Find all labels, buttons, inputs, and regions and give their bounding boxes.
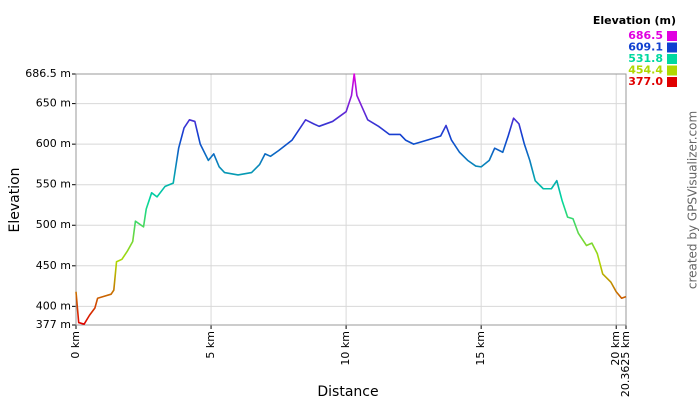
legend-label: 377.0 (628, 75, 663, 88)
x-tick-label: 10 km (339, 331, 352, 366)
credit: created by GPSVisualizer.com (686, 111, 700, 289)
x-tick-label: 20.3625 km (619, 331, 632, 397)
y-tick-label: 377 m (36, 318, 71, 331)
legend-swatch (667, 54, 677, 64)
legend-label: 531.8 (628, 52, 663, 65)
legend-title: Elevation (m) (593, 14, 676, 27)
y-tick-label: 600 m (36, 137, 71, 150)
y-tick-label: 400 m (36, 299, 71, 312)
legend-swatch (667, 42, 677, 53)
legend-label: 609.1 (628, 41, 663, 54)
legend-swatch (667, 77, 677, 87)
y-tick-label: 500 m (36, 218, 71, 231)
x-tick-label: 0 km (69, 331, 82, 359)
legend-swatch (667, 31, 677, 41)
x-tick-label: 20 km (609, 331, 622, 366)
y-axis-title: Elevation (7, 167, 23, 232)
legend-swatch (667, 65, 677, 76)
y-tick-label: 450 m (36, 259, 71, 272)
x-tick-label: 5 km (204, 331, 217, 359)
legend-label: 454.4 (628, 64, 663, 77)
x-axis-title: Distance (317, 384, 378, 400)
y-tick-label: 550 m (36, 178, 71, 191)
y-tick-label: 650 m (36, 97, 71, 110)
x-tick-label: 15 km (474, 331, 487, 366)
y-tick-label: 686.5 m (25, 67, 71, 80)
plot-frame (75, 73, 627, 326)
legend-label: 686.5 (628, 29, 663, 42)
elevation-line (75, 73, 627, 325)
